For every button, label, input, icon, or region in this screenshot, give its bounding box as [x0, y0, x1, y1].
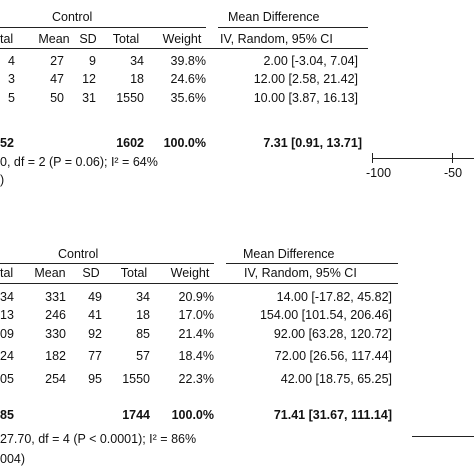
cell-sd: 12: [82, 72, 96, 86]
cell-sd: 31: [82, 91, 96, 105]
row-left-fragment: 3: [8, 72, 15, 86]
col-header-mean: Mean: [38, 32, 70, 46]
cell-total: 85: [136, 327, 150, 341]
col-header-sd: SD: [79, 32, 97, 46]
row-left-fragment: 4: [8, 54, 15, 68]
plot-x-axis: [412, 436, 474, 437]
cell-mean: 47: [50, 72, 64, 86]
cell-sd: 49: [88, 290, 102, 304]
cell-ci: 72.00 [26.56, 117.44]: [274, 349, 392, 363]
cell-weight: 35.6%: [170, 91, 206, 105]
group-header-underline: [0, 263, 214, 264]
cell-sd: 95: [88, 372, 102, 386]
cell-total: 18: [136, 308, 150, 322]
heterogeneity-text: 27.70, df = 4 (P < 0.0001); I² = 86%: [0, 432, 197, 446]
col-header-mean: Mean: [34, 266, 66, 280]
group-header-control: Control: [58, 247, 99, 261]
cell-total: 18: [130, 72, 144, 86]
col-header-weight: Weight: [162, 32, 202, 46]
col-header-total-partial: tal: [0, 266, 14, 280]
cell-ci: 42.00 [18.75, 65.25]: [280, 372, 392, 386]
row-left-fragment: 34: [0, 290, 14, 304]
cell-weight: 22.3%: [178, 372, 214, 386]
cell-weight: 20.9%: [178, 290, 214, 304]
col-header-method: IV, Random, 95% CI: [220, 32, 333, 46]
cell-sd: 92: [88, 327, 102, 341]
cell-weight: 39.8%: [170, 54, 206, 68]
row-left-fragment: 5: [8, 91, 15, 105]
cell-weight: 17.0%: [178, 308, 214, 322]
col-header-total: Total: [112, 32, 140, 46]
col-header-weight: Weight: [170, 266, 210, 280]
cell-ci: 2.00 [-3.04, 7.04]: [263, 54, 358, 68]
group-header-control: Control: [52, 10, 93, 24]
cell-mean: 27: [50, 54, 64, 68]
effect-header: Mean Difference: [243, 247, 335, 261]
cell-mean: 50: [50, 91, 64, 105]
cell-total: 34: [136, 290, 150, 304]
cell-total: 57: [136, 349, 150, 363]
row-left-fragment: 24: [0, 349, 14, 363]
cell-weight: 18.4%: [178, 349, 214, 363]
cell-ci: 154.00 [101.54, 206.46]: [259, 308, 392, 322]
cell-sd: 9: [89, 54, 96, 68]
heterogeneity-text: 0, df = 2 (P = 0.06); I² = 64%: [0, 155, 158, 169]
total-ci: 71.41 [31.67, 111.14]: [273, 408, 392, 422]
axis-tick-label: -50: [444, 166, 463, 180]
effect-header-underline: [218, 27, 368, 28]
total-count: 1602: [116, 136, 144, 150]
row-left-fragment: 09: [0, 327, 14, 341]
total-left-fragment: 85: [0, 408, 14, 422]
col-header-method: IV, Random, 95% CI: [244, 266, 357, 280]
total-weight: 100.0%: [163, 136, 206, 150]
cell-ci: 12.00 [2.58, 21.42]: [253, 72, 358, 86]
cell-weight: 21.4%: [178, 327, 214, 341]
col-header-sd: SD: [82, 266, 100, 280]
effect-header: Mean Difference: [228, 10, 320, 24]
total-left-fragment: 52: [0, 136, 14, 150]
cell-ci: 10.00 [3.87, 16.13]: [253, 91, 358, 105]
axis-tick-label: -100: [366, 166, 392, 180]
cell-total: 34: [130, 54, 144, 68]
cell-ci: 92.00 [63.28, 120.72]: [273, 327, 392, 341]
col-header-total: Total: [120, 266, 148, 280]
col-header-total-partial: tal: [0, 32, 14, 46]
header-rule: [0, 283, 398, 284]
axis-tick: [452, 153, 453, 163]
axis-tick: [372, 153, 373, 163]
effect-header-underline: [226, 263, 398, 264]
cell-weight: 24.6%: [170, 72, 206, 86]
cell-mean: 330: [45, 327, 66, 341]
cell-sd: 41: [88, 308, 102, 322]
overall-effect-text: ): [0, 173, 5, 187]
header-rule: [0, 48, 368, 49]
cell-total: 1550: [122, 372, 150, 386]
cell-mean: 246: [45, 308, 66, 322]
overall-effect-text: 004): [0, 452, 26, 466]
total-count: 1744: [122, 408, 150, 422]
cell-mean: 331: [45, 290, 66, 304]
row-left-fragment: 13: [0, 308, 14, 322]
group-header-underline: [0, 27, 206, 28]
cell-mean: 182: [45, 349, 66, 363]
cell-sd: 77: [88, 349, 102, 363]
plot-x-axis: [372, 158, 474, 159]
cell-mean: 254: [45, 372, 66, 386]
cell-total: 1550: [116, 91, 144, 105]
total-ci: 7.31 [0.91, 13.71]: [263, 136, 362, 150]
total-weight: 100.0%: [171, 408, 214, 422]
cell-ci: 14.00 [-17.82, 45.82]: [276, 290, 392, 304]
row-left-fragment: 05: [0, 372, 14, 386]
